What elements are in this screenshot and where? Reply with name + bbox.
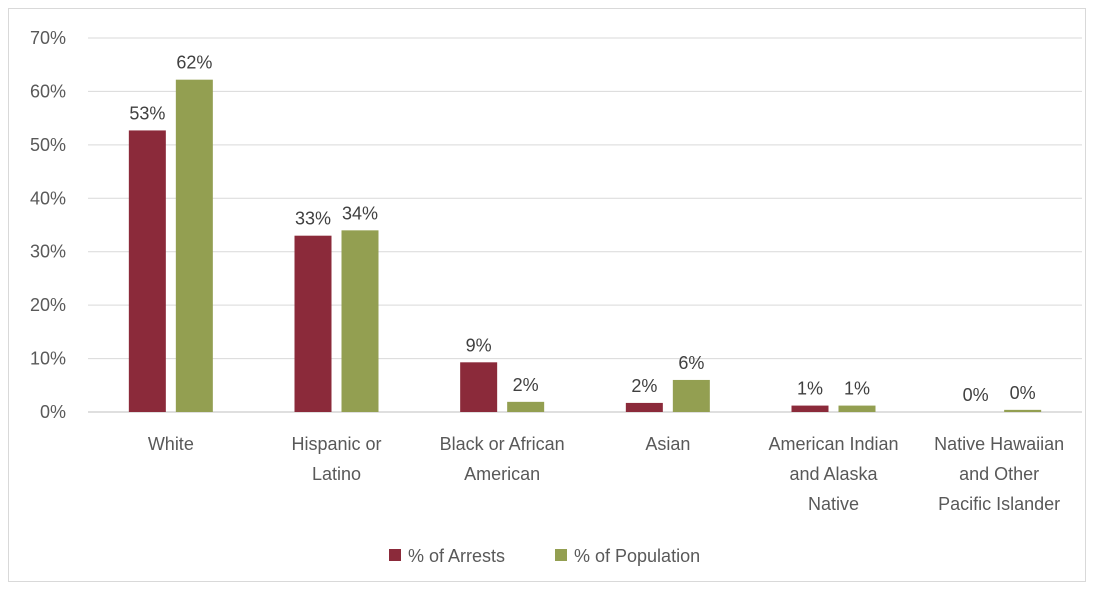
bar-population	[672, 379, 710, 412]
bar-arrests	[625, 402, 663, 412]
data-label: 0%	[1010, 383, 1036, 403]
y-tick-label: 10%	[30, 349, 66, 369]
bar-arrests	[791, 405, 829, 412]
data-label: 33%	[295, 209, 331, 229]
bar-population	[1004, 409, 1042, 412]
y-tick-label: 30%	[30, 242, 66, 262]
category-label: Black or African	[440, 434, 565, 454]
bar-population	[175, 79, 213, 412]
category-label: Native Hawaiian	[934, 434, 1064, 454]
category-label: Native	[808, 494, 859, 514]
category-label: Hispanic or	[291, 434, 381, 454]
y-tick-label: 70%	[30, 28, 66, 48]
data-label: 34%	[342, 203, 378, 223]
data-label: 6%	[678, 353, 704, 373]
category-label: White	[148, 434, 194, 454]
category-label: Asian	[645, 434, 690, 454]
category-label: American	[464, 464, 540, 484]
data-label: 0%	[963, 385, 989, 405]
bar-population	[507, 401, 545, 412]
legend-label-arrests: % of Arrests	[408, 546, 505, 566]
data-label: 53%	[129, 103, 165, 123]
bar-population	[838, 405, 876, 412]
bar-arrests	[294, 235, 332, 412]
data-label: 62%	[176, 53, 212, 73]
y-tick-label: 20%	[30, 295, 66, 315]
data-label: 2%	[513, 375, 539, 395]
category-label: Latino	[312, 464, 361, 484]
data-label: 1%	[797, 379, 823, 399]
data-label: 1%	[844, 379, 870, 399]
category-label: Pacific Islander	[938, 494, 1060, 514]
legend-swatch-population	[555, 549, 567, 561]
category-label: and Alaska	[789, 464, 878, 484]
y-tick-label: 50%	[30, 135, 66, 155]
y-tick-label: 0%	[40, 402, 66, 422]
legend-swatch-arrests	[389, 549, 401, 561]
bar-arrests	[128, 130, 166, 412]
category-label: American Indian	[768, 434, 898, 454]
y-tick-label: 40%	[30, 188, 66, 208]
data-label: 2%	[631, 376, 657, 396]
y-tick-label: 60%	[30, 81, 66, 101]
bar-arrests	[460, 362, 498, 412]
legend-label-population: % of Population	[574, 546, 700, 566]
data-label: 9%	[466, 335, 492, 355]
bar-population	[341, 230, 379, 412]
category-label: and Other	[959, 464, 1039, 484]
